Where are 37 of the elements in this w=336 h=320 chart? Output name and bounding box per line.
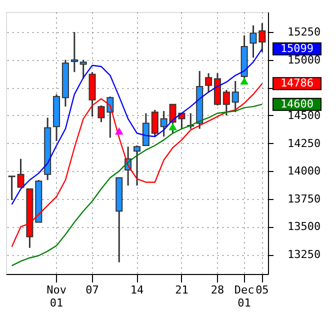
candlestick (70, 31, 78, 73)
point (168, 122, 177, 130)
y-tick-label: 14000 (288, 164, 321, 178)
y-tick-label: 15000 (288, 53, 321, 66)
data-label: 14600 (280, 97, 314, 110)
x-tick-label: 21 (175, 284, 188, 296)
y-tick-label: 13500 (288, 220, 321, 234)
y-tick-label: 13250 (288, 248, 321, 262)
line-series (11, 104, 263, 266)
candlestick (232, 80, 239, 113)
candlestick (98, 104, 105, 123)
candlestick (80, 59, 87, 80)
candlestick (160, 110, 168, 138)
candlestick (134, 144, 140, 186)
y-tick-label: 13750 (288, 192, 321, 206)
x-tick-label: 05 (256, 284, 269, 296)
candlestick (205, 72, 212, 93)
y-tick-label: 14500 (288, 108, 321, 122)
candlestick (17, 158, 24, 188)
x-tick-label: Dec 01 (234, 284, 254, 310)
candlestick (222, 89, 230, 116)
line-series (11, 48, 263, 206)
point (240, 77, 248, 85)
data-label: 14786 (280, 76, 314, 90)
candlestick (142, 112, 150, 146)
data-label: 15099 (280, 42, 314, 55)
candlestick (258, 22, 266, 53)
y-tick-label: 15250 (288, 26, 321, 39)
candlestick (250, 24, 257, 58)
candlestick (151, 109, 158, 138)
x-tick-label: Nov 01 (46, 284, 67, 310)
candlestick (8, 175, 16, 201)
x-tick-label: 14 (130, 284, 144, 296)
y-tick-label: 14250 (288, 136, 321, 150)
x-tick-label: 07 (86, 284, 99, 296)
x-tick-label: 28 (210, 284, 224, 296)
point (114, 127, 124, 135)
